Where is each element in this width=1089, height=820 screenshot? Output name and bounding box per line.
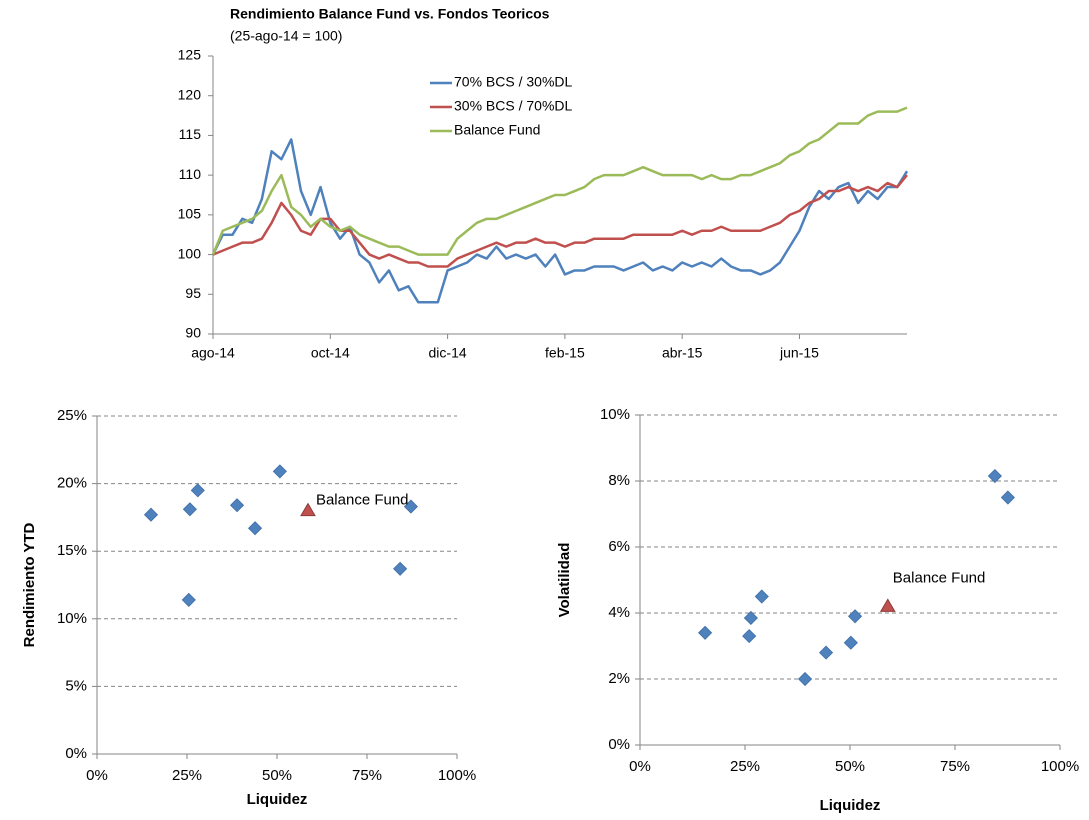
x-tick-label: 75% [352, 767, 382, 784]
scatter-chart: 0% 2% 4% 6% 8% 10% 0% 25% 50% 75% 100% Liquidez Vola… [556, 406, 1079, 814]
y-tick-label: 5% [65, 677, 87, 694]
y-tick-label: 8% [608, 472, 630, 489]
y-tick-label: 15% [57, 542, 87, 559]
x-tick-label: 100% [1041, 758, 1079, 775]
y-tick-label: 25% [57, 407, 87, 424]
point [843, 635, 858, 650]
x-tick-label: feb-15 [545, 345, 585, 361]
y-tick-label: 2% [608, 670, 630, 687]
point [272, 464, 287, 479]
x-tick-label: 25% [730, 758, 760, 775]
x-tick-label: 100% [438, 767, 476, 784]
y-tick-label: 6% [608, 538, 630, 555]
point [847, 609, 863, 624]
y-axis-label: Volatilidad [556, 543, 573, 618]
y-tick-label: 4% [608, 604, 630, 621]
chart-subtitle: (25-ago-14 = 100) [230, 28, 342, 44]
point [879, 598, 896, 612]
point [182, 502, 197, 517]
line-chart: Rendimiento Balance Fund vs. Fondos Teor… [178, 6, 909, 361]
line-series [211, 106, 908, 256]
y-tick-label: 105 [178, 206, 202, 222]
point [181, 592, 196, 607]
point [797, 671, 813, 687]
y-axis-label: Rendimiento YTD [21, 522, 38, 647]
point [143, 507, 159, 522]
y-tick-label: 100 [178, 245, 202, 261]
point [1000, 490, 1015, 505]
point [742, 629, 757, 644]
point [300, 502, 316, 517]
point [403, 499, 418, 514]
x-tick-label: jun-15 [779, 345, 819, 361]
x-axis-label: Liquidez [820, 797, 881, 814]
x-tick-label: 25% [172, 767, 202, 784]
y-tick-label: 90 [185, 325, 201, 341]
point [247, 521, 263, 536]
y-tick-label: 115 [179, 126, 202, 142]
scatter-chart: 0% 5% 10% 15% 20% 25% 0% 25% 50% 75% 100% Liquidez R… [21, 407, 476, 808]
y-tick-label: 20% [57, 475, 87, 492]
x-tick-label: ago-14 [191, 345, 235, 361]
point-annotation: Balance Fund [316, 492, 409, 509]
chart-title: Rendimiento Balance Fund vs. Fondos Teor… [230, 6, 550, 22]
point [987, 468, 1002, 484]
point-annotation: Balance Fund [893, 569, 986, 586]
x-tick-label: abr-15 [662, 345, 703, 361]
legend-label: 30% BCS / 70%DL [454, 98, 572, 114]
x-tick-label: 50% [262, 767, 292, 784]
point [190, 483, 205, 498]
x-tick-label: 50% [835, 758, 865, 775]
y-tick-label: 120 [178, 86, 202, 102]
point [754, 589, 769, 604]
y-tick-label: 0% [65, 745, 87, 762]
y-tick-label: 125 [178, 47, 202, 63]
x-axis-label: Liquidez [247, 791, 308, 808]
point [818, 645, 834, 660]
x-tick-label: oct-14 [311, 345, 350, 361]
y-tick-label: 95 [185, 285, 201, 301]
point [743, 610, 758, 626]
y-tick-label: 0% [608, 736, 630, 753]
point [229, 498, 245, 513]
legend-label: 70% BCS / 30%DL [454, 74, 572, 90]
x-tick-label: 0% [86, 767, 108, 784]
x-tick-label: 75% [940, 758, 970, 775]
point [698, 625, 713, 640]
y-tick-label: 10% [600, 406, 630, 423]
line-series [211, 138, 909, 304]
line-series [212, 174, 908, 268]
legend-label: Balance Fund [454, 122, 540, 138]
y-tick-label: 10% [57, 610, 87, 627]
y-tick-label: 110 [179, 166, 202, 182]
x-tick-label: 0% [629, 758, 651, 775]
x-tick-label: dic-14 [429, 345, 467, 361]
point [393, 561, 408, 576]
